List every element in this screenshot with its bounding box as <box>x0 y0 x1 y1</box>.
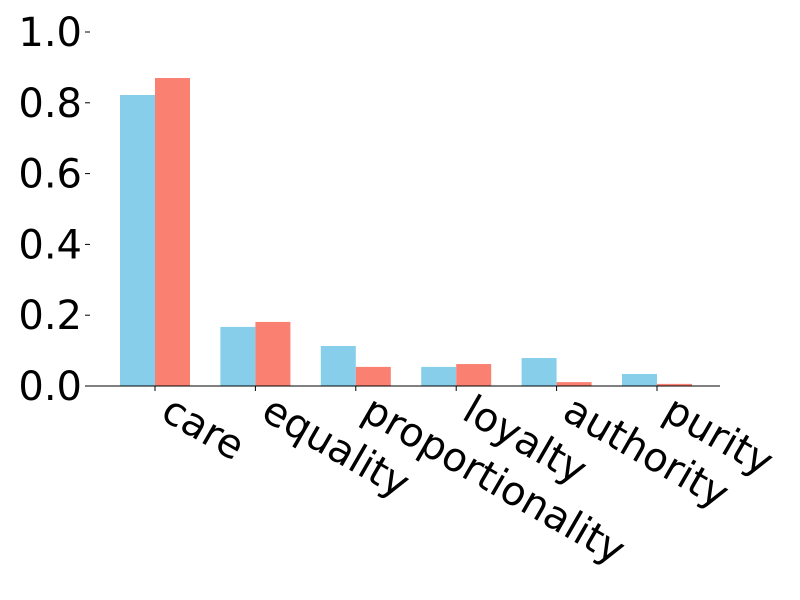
y-tick-label: 0.4 <box>18 222 82 268</box>
y-tick-label: 0.8 <box>18 81 82 127</box>
bar <box>320 345 356 386</box>
y-tick-label: 0.0 <box>18 364 82 410</box>
y-tick-label: 1.0 <box>18 10 82 56</box>
bar <box>456 364 492 386</box>
bar <box>521 358 557 386</box>
bar <box>155 78 190 387</box>
bar <box>255 321 291 386</box>
bar <box>657 383 692 386</box>
bar <box>556 382 592 386</box>
bar <box>355 366 391 386</box>
bar <box>120 95 155 387</box>
x-tick-label: care <box>154 387 252 470</box>
bar <box>421 366 457 386</box>
bar <box>622 373 657 386</box>
y-tick-label: 0.6 <box>18 152 82 198</box>
y-tick-label: 0.2 <box>18 293 82 339</box>
bar <box>220 326 256 386</box>
